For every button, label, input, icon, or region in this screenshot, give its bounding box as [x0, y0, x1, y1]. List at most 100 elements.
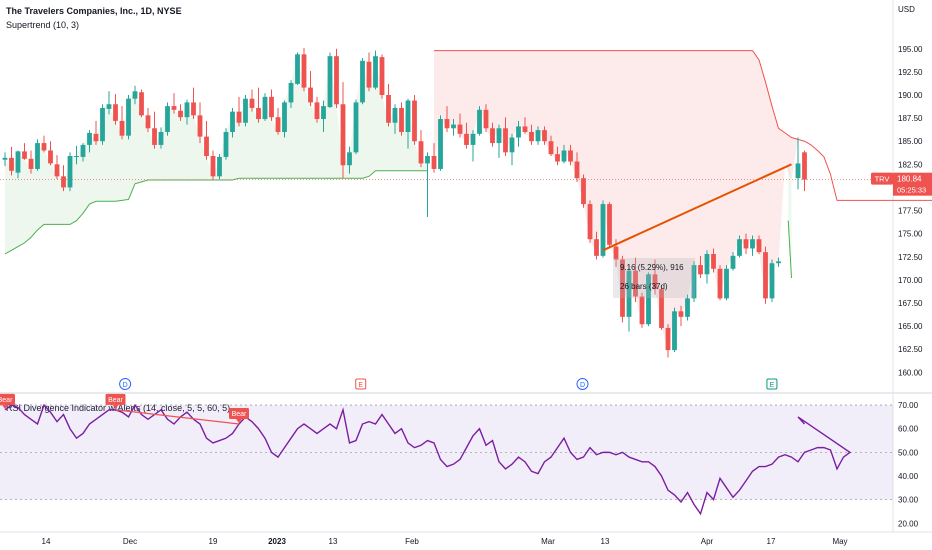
chart-title: The Travelers Companies, Inc., 1D, NYSE	[6, 6, 182, 16]
candle	[347, 146, 352, 174]
candle	[353, 99, 359, 155]
candle-body	[158, 131, 164, 145]
price-tick-label: 170.00	[898, 276, 923, 285]
price-tick-label: 192.50	[898, 68, 923, 77]
candle	[366, 52, 372, 92]
candle-body	[529, 131, 534, 142]
price-tick-label: 195.00	[898, 45, 923, 54]
candle-body	[347, 152, 352, 166]
candle-body	[314, 102, 320, 120]
event-badge[interactable]: D	[119, 378, 132, 390]
candles[interactable]	[2, 47, 807, 358]
candle-body	[171, 106, 177, 110]
candle	[314, 96, 320, 123]
candle	[490, 122, 495, 147]
candle	[217, 154, 222, 180]
bear-label-bg	[0, 393, 15, 405]
candle-body	[730, 255, 736, 269]
candle	[230, 107, 235, 138]
candle-body	[691, 265, 697, 299]
bear-label-bg	[105, 393, 126, 405]
candle-body	[41, 143, 47, 151]
candle-body	[275, 117, 281, 132]
candle-body	[418, 141, 424, 164]
rsi-legend[interactable]: RSI Divergence Indicator w/Alerts (14, c…	[6, 403, 230, 413]
candle	[496, 124, 502, 158]
symbol-tag	[871, 172, 893, 185]
candle-body	[646, 274, 651, 325]
time-tick-label: 2023	[268, 537, 286, 546]
bear-label-text: Bear	[108, 397, 123, 404]
candle	[74, 145, 79, 165]
candle-body	[132, 91, 138, 99]
candle	[418, 130, 424, 168]
candle-body	[379, 57, 385, 96]
candle-body	[483, 109, 489, 129]
candle-body	[743, 239, 749, 249]
candle-body	[139, 92, 144, 116]
candle-body	[230, 111, 235, 132]
candle	[35, 139, 40, 171]
candle	[87, 130, 92, 153]
event-badge[interactable]: E	[766, 378, 778, 390]
bear-label: Bear	[229, 408, 249, 423]
candle-body	[386, 95, 391, 123]
candle-body	[210, 156, 216, 177]
candle-body	[477, 109, 482, 134]
supertrend-legend[interactable]: Supertrend (10, 3)	[6, 20, 80, 30]
candle-body	[574, 161, 580, 179]
bear-label-text: Bear	[0, 397, 13, 404]
candle-body	[301, 54, 307, 88]
candle	[269, 89, 274, 121]
candle	[464, 122, 469, 149]
candle-body	[152, 128, 157, 145]
candle	[763, 246, 768, 304]
candle-body	[470, 133, 476, 145]
candle-body	[9, 157, 14, 171]
candle	[295, 52, 300, 85]
candle-body	[633, 270, 638, 297]
candle-body	[2, 157, 8, 160]
rsi-divergence-line	[115, 409, 240, 425]
candle	[327, 52, 333, 108]
candle-body	[763, 252, 768, 299]
time-axis[interactable]: 14 Dec 19 2023 13 Feb Mar 13 Apr 17 May	[42, 537, 848, 546]
bear-label-text: Bear	[232, 411, 247, 418]
price-tick-label: 187.50	[898, 114, 923, 123]
candle-body	[360, 60, 365, 103]
price-axis[interactable]: 162.50 165.00 167.50 170.00 172.50 175.00 177.…	[871, 5, 932, 528]
candle-body	[236, 111, 242, 123]
candle-body	[282, 102, 287, 132]
candle-body	[594, 239, 599, 256]
event-badge[interactable]: D	[576, 378, 589, 390]
countdown-value: 05:25:33	[897, 186, 926, 195]
measure-box	[613, 258, 695, 298]
candle	[535, 126, 541, 145]
candle	[600, 200, 606, 258]
candle-body	[295, 54, 300, 84]
candle-body	[269, 96, 274, 118]
candle	[119, 106, 125, 140]
candle	[750, 235, 755, 256]
candle-body	[178, 110, 183, 118]
rsi-tick-label: 50.00	[898, 448, 919, 457]
candle	[594, 231, 599, 260]
earnings-icon	[355, 378, 367, 390]
candle	[425, 152, 430, 218]
candle-body	[607, 204, 612, 245]
price-tick-label: 175.00	[898, 230, 923, 239]
candle-body	[425, 156, 430, 164]
supertrend-down-line	[434, 50, 932, 201]
candle-body	[74, 156, 79, 158]
candle-body	[769, 263, 775, 299]
candle-body	[516, 126, 521, 138]
candle-body	[353, 102, 359, 153]
price-value: 180.84	[897, 175, 922, 184]
candle	[581, 174, 586, 208]
candle	[9, 146, 14, 176]
candle	[769, 259, 775, 303]
chart-overlays[interactable]: 9.16 (5.29%), 916 26 bars (37d) D E D E	[0, 163, 893, 390]
supertrend-up-fill	[5, 54, 428, 254]
event-badge[interactable]: E	[355, 378, 367, 390]
